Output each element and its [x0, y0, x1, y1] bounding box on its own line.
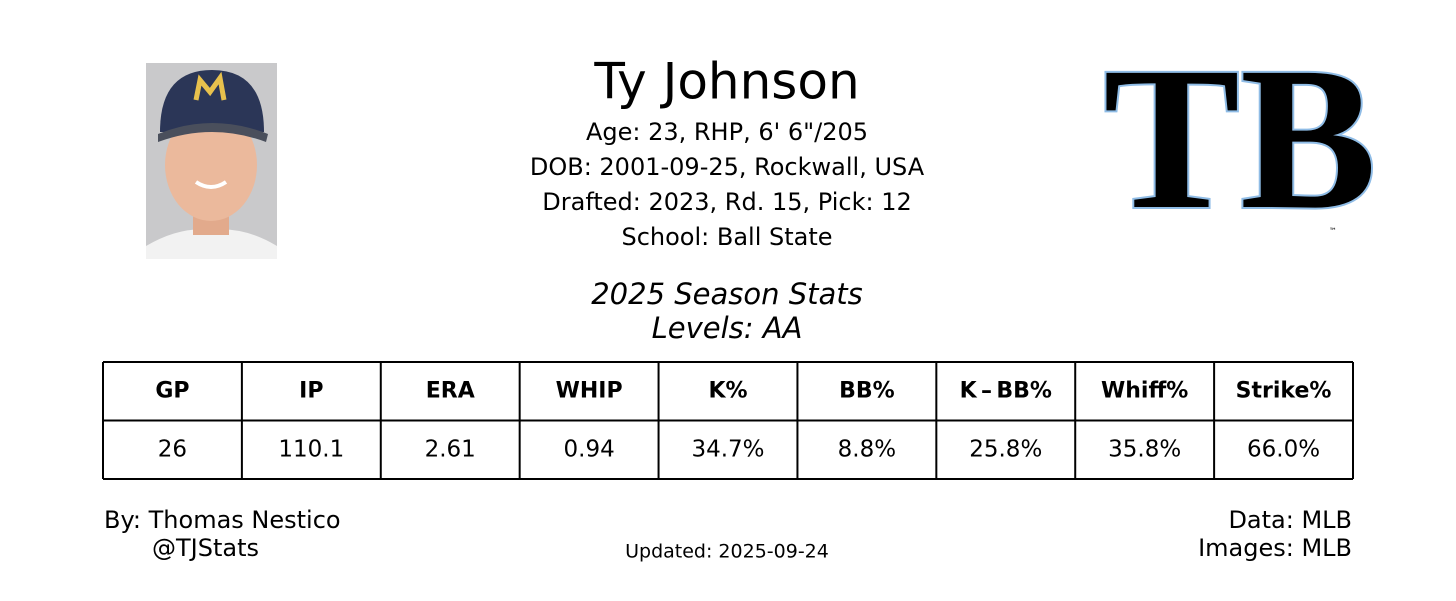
player-name: Ty Johnson — [593, 53, 859, 111]
smile — [194, 180, 228, 189]
cell: 2.61 — [425, 436, 476, 462]
column-header: Whiff% — [1101, 378, 1188, 403]
stats-table: GP IP ERA WHIP K% BB% K – BB% Whiff% Strike% 26 11… — [102, 361, 1354, 480]
detail-line: Age: 23, RHP, 6' 6"/205 — [586, 118, 868, 146]
logo-trademark: ™ — [1329, 227, 1337, 236]
detail-line: School: Ball State — [621, 223, 832, 251]
cell: 35.8% — [1108, 436, 1181, 462]
levels: Levels: AA — [652, 311, 803, 345]
shoulders — [146, 229, 277, 259]
cell: 25.8% — [969, 436, 1042, 462]
detail-line: DOB: 2001-09-25, Rockwall, USA — [530, 153, 925, 181]
column-header: IP — [299, 378, 323, 403]
column-header: WHIP — [556, 378, 623, 403]
logo-text: TB — [1103, 25, 1376, 252]
handle: @TJStats — [152, 534, 259, 562]
headshot — [146, 63, 277, 259]
team-logo: TB ™ — [1101, 23, 1378, 254]
column-header: K – BB% — [960, 378, 1052, 403]
section-title: 2025 Season Stats — [591, 277, 863, 311]
image-source: Images: MLB — [1198, 534, 1352, 562]
author: By: Thomas Nestico — [104, 506, 341, 534]
cap-brim — [158, 123, 268, 142]
data-source: Data: MLB — [1228, 506, 1352, 534]
cell: 8.8% — [838, 436, 896, 462]
column-header: ERA — [426, 378, 475, 403]
cap — [160, 70, 264, 132]
cell: 110.1 — [278, 436, 344, 462]
cell: 0.94 — [564, 436, 615, 462]
column-header: Strike% — [1236, 378, 1332, 403]
column-header: GP — [155, 378, 189, 403]
detail-line: Drafted: 2023, Rd. 15, Pick: 12 — [542, 188, 911, 216]
cap-emblem — [193, 71, 227, 101]
cell: 66.0% — [1247, 436, 1320, 462]
column-header: BB% — [839, 378, 895, 403]
updated-date: Updated: 2025-09-24 — [625, 541, 829, 563]
cell: 26 — [158, 436, 187, 462]
face — [165, 109, 257, 221]
player-details: Age: 23, RHP, 6' 6"/205 DOB: 2001-09-25, … — [530, 118, 925, 251]
column-header: K% — [708, 378, 747, 403]
cell: 34.7% — [691, 436, 764, 462]
